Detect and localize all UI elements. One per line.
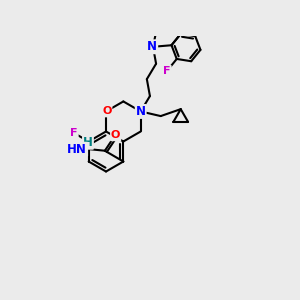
Text: H: H (83, 138, 93, 148)
Text: O: O (111, 130, 120, 140)
Text: F: F (70, 128, 78, 138)
Text: NH: NH (68, 144, 86, 154)
Text: F: F (163, 66, 171, 76)
Text: N: N (136, 105, 146, 118)
Text: HN: HN (67, 143, 87, 156)
Text: O: O (102, 106, 112, 116)
Text: H: H (83, 136, 93, 149)
Text: N: N (147, 40, 157, 53)
